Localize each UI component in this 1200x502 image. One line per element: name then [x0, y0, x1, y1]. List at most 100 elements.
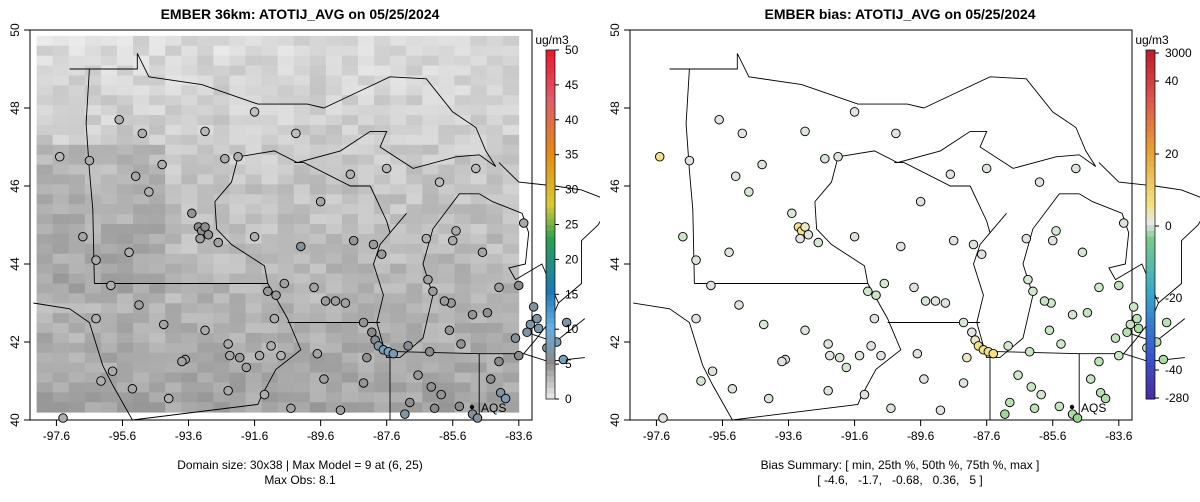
grid-cell — [358, 263, 375, 274]
grid-cell — [245, 243, 263, 255]
colorbar-segment — [1146, 340, 1155, 348]
grid-cell — [422, 253, 439, 265]
grid-cell — [100, 273, 118, 284]
grid-cell — [116, 224, 134, 235]
grid-cell — [325, 204, 343, 215]
station-marker — [426, 382, 437, 392]
station-marker — [763, 393, 774, 404]
grid-cell — [181, 372, 198, 383]
grid-cell — [84, 342, 102, 354]
grid-cell — [213, 164, 230, 175]
grid-cell — [261, 303, 279, 314]
grid-cell — [470, 342, 488, 354]
grid-cell — [341, 174, 359, 185]
station-marker — [891, 128, 901, 139]
grid-cell — [261, 382, 279, 393]
grid-cell — [52, 323, 70, 334]
grid-cell — [84, 382, 102, 393]
grid-cell — [181, 243, 198, 255]
grid-cell — [52, 65, 70, 76]
station-marker — [1082, 308, 1093, 318]
grid-cell — [133, 263, 150, 274]
grid-cell — [52, 303, 70, 314]
station-marker — [1114, 350, 1124, 361]
grid-cell — [68, 174, 86, 185]
grid-cell — [325, 233, 343, 245]
grid-cell — [486, 392, 504, 403]
grid-cell — [149, 174, 166, 185]
grid-cell — [245, 95, 263, 106]
station-marker — [879, 278, 890, 289]
grid-cell — [406, 105, 423, 116]
grid-cell — [36, 174, 54, 185]
grid-cell — [374, 174, 391, 185]
grid-cell — [309, 293, 327, 304]
grid-cell — [438, 352, 455, 364]
station-marker — [134, 300, 144, 310]
grid-cell — [486, 144, 504, 156]
grid-cell — [133, 95, 150, 106]
station-marker — [1044, 325, 1055, 336]
grid-cell — [68, 134, 86, 146]
grid-cell — [197, 332, 214, 344]
station-marker — [413, 370, 423, 380]
grid-cell — [100, 105, 118, 116]
grid-cell — [470, 263, 488, 274]
grid-cell — [502, 55, 520, 66]
network-legend: AQS — [1069, 401, 1106, 415]
grid-cell — [341, 382, 359, 393]
grid-cell — [68, 35, 86, 47]
station-marker — [691, 313, 701, 324]
x-tick-label: -87.6 — [373, 429, 401, 443]
grid-cell — [341, 224, 359, 235]
x-tick-label: -83.6 — [1105, 429, 1133, 443]
grid-cell — [341, 65, 359, 76]
grid-cell — [277, 243, 295, 255]
grid-cell — [213, 352, 230, 364]
grid-cell — [422, 392, 439, 403]
grid-cell — [229, 323, 246, 334]
panel-model-bias: EMBER bias: ATOTIJ_AVG on 05/25/2024 -97… — [600, 0, 1200, 502]
grid-cell — [52, 174, 70, 185]
station-marker — [1024, 347, 1035, 357]
colorbar-segment — [1146, 288, 1155, 295]
grid-cell — [325, 283, 343, 294]
grid-cell — [422, 65, 439, 76]
grid-cell — [486, 332, 504, 344]
grid-cell — [197, 293, 214, 304]
grid-cell — [390, 214, 407, 225]
station-marker — [1085, 374, 1096, 384]
grid-cell — [116, 154, 134, 166]
grid-cell — [116, 362, 134, 373]
station-marker — [195, 233, 205, 244]
station-marker — [1072, 413, 1083, 423]
station-marker — [1158, 354, 1169, 365]
colorbar-segment — [546, 387, 555, 394]
grid-cell — [84, 95, 102, 106]
colorbar-segment — [546, 236, 555, 243]
station-marker — [1039, 296, 1050, 306]
station-marker — [203, 229, 214, 240]
colorbar-tick-label: 0 — [1165, 219, 1172, 233]
grid-cell — [454, 273, 471, 284]
station-marker — [157, 159, 167, 170]
y-tick-label: 48 — [8, 101, 22, 115]
station-marker — [800, 325, 810, 336]
grid-cell — [309, 372, 327, 383]
grid-cell — [374, 194, 391, 205]
colorbar-segment — [1146, 143, 1155, 150]
grid-cell — [36, 372, 54, 383]
grid-cell — [454, 105, 471, 116]
x-tick-label: -87.6 — [973, 429, 1001, 443]
grid-cell — [374, 332, 391, 344]
grid-cell — [181, 293, 198, 304]
grid-cell — [374, 402, 391, 413]
station-marker — [388, 348, 399, 359]
grid-cell — [52, 233, 70, 245]
grid-cell — [454, 313, 471, 324]
grid-cell — [52, 362, 70, 373]
x-tick-label: -95.6 — [109, 429, 137, 443]
grid-cell — [181, 35, 198, 47]
grid-cell — [229, 293, 246, 304]
grid-cell — [149, 253, 166, 265]
